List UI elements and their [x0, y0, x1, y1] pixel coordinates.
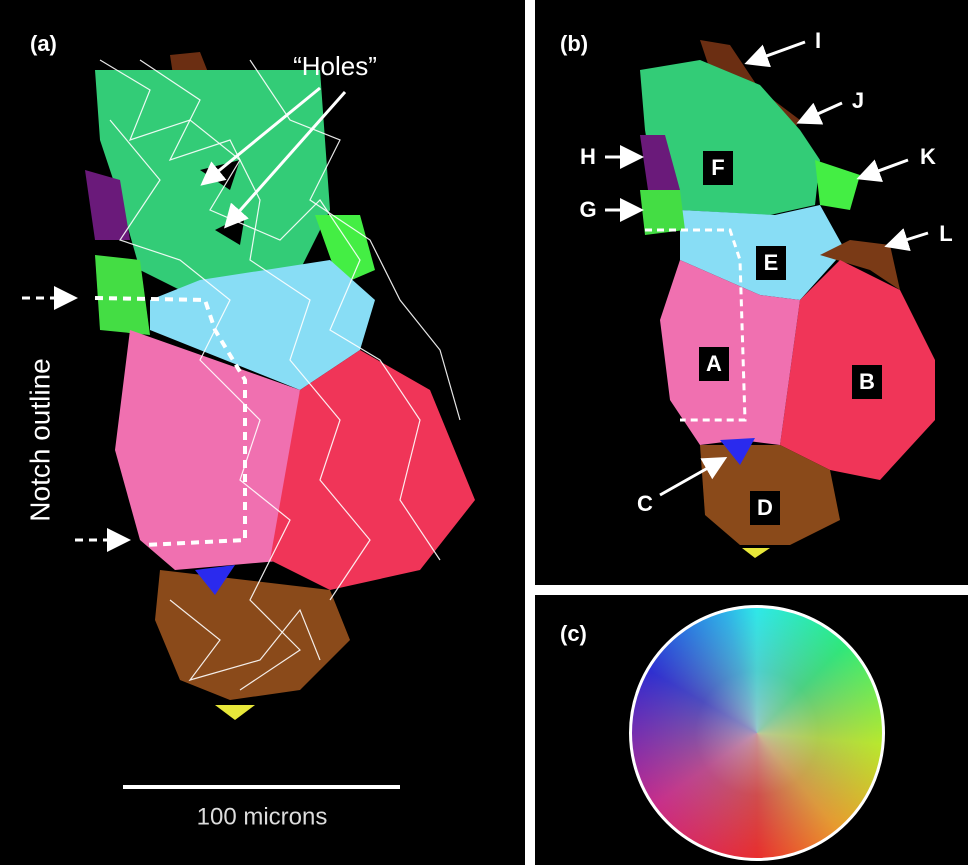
grain-label: C — [637, 491, 653, 516]
color-key-wheel — [629, 605, 885, 861]
grain-label: J — [852, 88, 864, 113]
grain-label: B — [859, 369, 875, 394]
scale-label: 100 microns — [197, 803, 328, 830]
grain-label: D — [757, 495, 773, 520]
panel-label: (a) — [30, 31, 57, 56]
holes-label: “Holes” — [293, 51, 377, 81]
grain-label: H — [580, 144, 596, 169]
figure: (a) “Holes” Notch outline 100 microns (b… — [0, 0, 968, 865]
grain-label: E — [764, 250, 779, 275]
grain-label: A — [706, 351, 722, 376]
notch-label: Notch outline — [24, 358, 55, 521]
grain-label: I — [815, 28, 821, 53]
panel-label: (c) — [560, 621, 587, 646]
grain-label: F — [711, 155, 724, 180]
grain-label: K — [920, 144, 936, 169]
grain-label: L — [939, 221, 952, 246]
panel-label: (b) — [560, 31, 588, 56]
shape — [640, 190, 685, 235]
grain-label: G — [579, 197, 596, 222]
